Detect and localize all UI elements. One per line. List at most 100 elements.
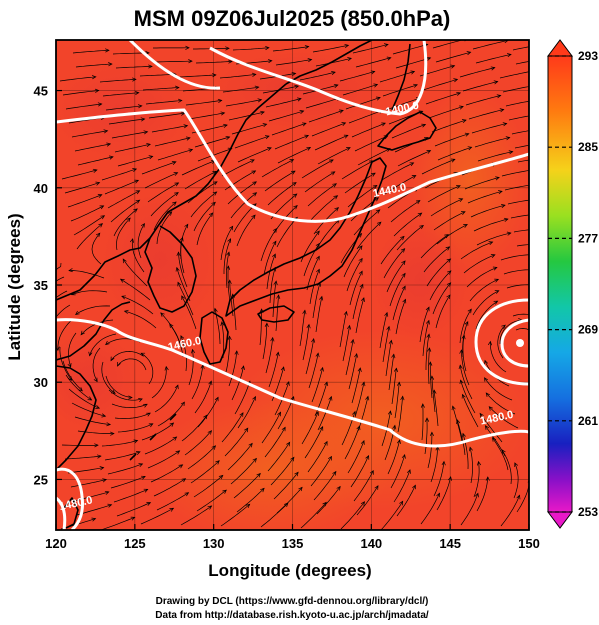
- streamline-arrowhead: [419, 225, 424, 230]
- streamline-arrowhead: [177, 281, 182, 287]
- streamline-arrowhead: [332, 470, 337, 476]
- streamline-arrowhead: [393, 367, 399, 373]
- x-tick-label: 145: [439, 536, 461, 551]
- streamline-arrowhead: [333, 195, 339, 200]
- streamline-arrowhead: [347, 57, 352, 62]
- streamline: [433, 211, 466, 231]
- streamline-arrowhead: [333, 83, 339, 88]
- streamline-arrowhead: [212, 171, 218, 175]
- streamline: [154, 384, 179, 413]
- streamline: [382, 326, 390, 363]
- streamline: [488, 406, 519, 429]
- streamline: [273, 472, 299, 500]
- streamline: [383, 248, 405, 279]
- streamline-arrowhead: [545, 42, 549, 46]
- streamline: [381, 162, 414, 181]
- streamline: [227, 181, 257, 205]
- streamline-arrowhead: [138, 463, 144, 468]
- streamline-arrowhead: [68, 268, 73, 273]
- streamline-arrowhead: [167, 211, 173, 216]
- streamline-arrowhead: [466, 51, 472, 56]
- streamline-arrowhead: [252, 395, 257, 401]
- streamline-arrowhead: [184, 492, 190, 497]
- streamline: [344, 172, 376, 194]
- streamline: [68, 332, 77, 368]
- streamline-arrowhead: [384, 311, 389, 317]
- streamline: [462, 433, 469, 470]
- streamline-arrowhead: [343, 134, 349, 139]
- streamline: [484, 377, 513, 401]
- streamline: [432, 40, 464, 49]
- streamline-arrowhead: [275, 351, 280, 357]
- streamline-arrowhead: [324, 381, 329, 387]
- streamline-arrowhead: [101, 413, 107, 418]
- streamline: [315, 57, 352, 67]
- streamline: [124, 310, 157, 329]
- streamline-arrowhead: [381, 122, 386, 127]
- streamline: [100, 516, 135, 530]
- streamline: [154, 137, 191, 147]
- streamline-arrowhead: [212, 191, 218, 196]
- streamline: [356, 485, 379, 516]
- streamline-arrowhead: [208, 380, 213, 386]
- streamline: [181, 414, 208, 442]
- streamline: [420, 493, 440, 525]
- streamline: [507, 199, 529, 205]
- streamline-arrowhead: [110, 431, 115, 436]
- streamline-arrowhead: [476, 460, 482, 466]
- streamline-arrowhead: [273, 280, 278, 286]
- streamline: [513, 229, 529, 233]
- streamline: [108, 118, 145, 125]
- streamline-arrowhead: [396, 381, 402, 387]
- streamline: [339, 311, 347, 348]
- streamline-arrowhead: [427, 347, 432, 352]
- streamline-arrowhead: [534, 84, 538, 88]
- contour-1480-sw-inner: [56, 496, 67, 530]
- streamline: [234, 135, 270, 149]
- streamline-arrowhead: [91, 517, 97, 522]
- streamline-arrowhead: [267, 59, 273, 64]
- streamline: [190, 460, 220, 484]
- x-tick-label: 150: [518, 536, 540, 551]
- streamline: [65, 103, 102, 110]
- streamline: [388, 354, 395, 391]
- streamline-arrowhead: [175, 450, 181, 455]
- streamline: [503, 269, 529, 275]
- streamline: [462, 394, 479, 428]
- streamline-arrowhead: [426, 56, 432, 61]
- streamline: [226, 252, 230, 289]
- streamline: [357, 396, 369, 432]
- streamline-arrowhead: [496, 94, 502, 99]
- streamline-arrowhead: [493, 300, 499, 305]
- streamline: [299, 310, 306, 347]
- streamline-arrowhead: [456, 185, 461, 189]
- streamline-arrowhead: [461, 432, 466, 438]
- streamline-arrowhead: [539, 284, 543, 287]
- streamline-arrowhead: [143, 403, 148, 408]
- streamline: [105, 375, 133, 398]
- streamline-arrowhead: [387, 410, 392, 415]
- streamline: [397, 150, 431, 167]
- streamline-arrowhead: [96, 454, 102, 459]
- streamline-arrowhead: [283, 502, 289, 508]
- streamline-arrowhead: [203, 414, 208, 420]
- coast-china-korea: [56, 83, 287, 301]
- streamline-arrowhead: [186, 136, 191, 141]
- streamline: [436, 476, 452, 511]
- streamline-arrowhead: [91, 75, 97, 80]
- streamline-arrowhead: [94, 443, 99, 448]
- streamline: [300, 502, 327, 529]
- streamline: [272, 46, 309, 52]
- streamline: [193, 475, 224, 498]
- streamline-arrowhead: [424, 417, 430, 422]
- streamline-arrowhead: [78, 387, 83, 392]
- streamline-arrowhead: [328, 455, 332, 461]
- streamline: [351, 367, 361, 404]
- streamline-arrowhead: [383, 135, 389, 140]
- streamline-arrowhead: [459, 105, 464, 110]
- streamline-arrowhead: [88, 351, 93, 357]
- streamline-arrowhead: [428, 361, 433, 366]
- streamline: [231, 365, 244, 401]
- streamline-arrowhead: [225, 135, 231, 140]
- streamline-arrowhead: [533, 253, 537, 256]
